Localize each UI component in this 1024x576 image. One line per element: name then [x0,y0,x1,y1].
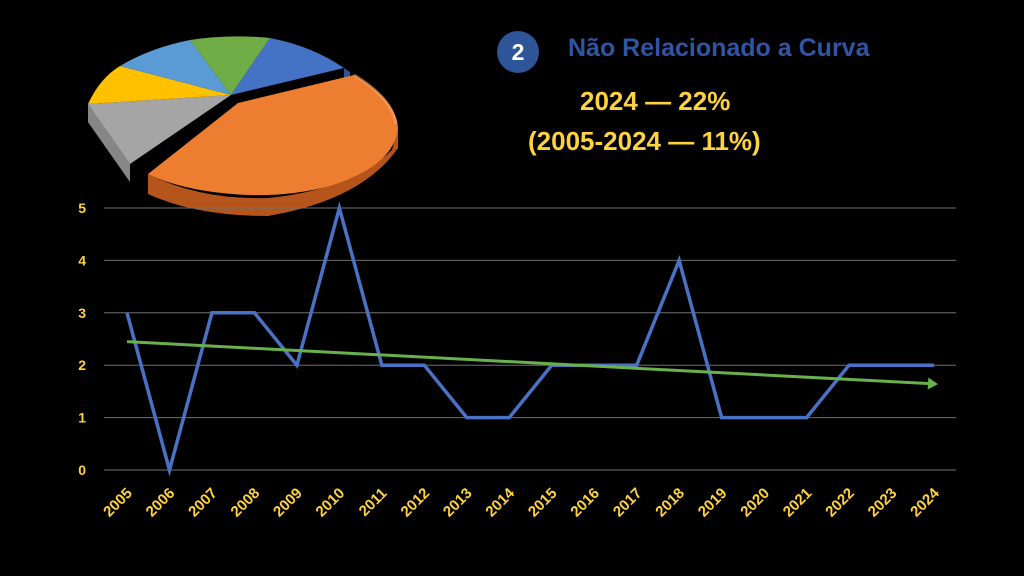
x-tick-label: 2010 [313,485,349,521]
pie-slice-gray [88,95,231,164]
y-tick-label: 0 [78,462,86,478]
y-tick-label: 4 [78,252,86,268]
x-tick-label: 2016 [567,485,603,521]
x-tick-label: 2007 [185,485,221,521]
x-tick-label: 2023 [865,485,901,521]
trend-arrowhead [927,377,938,390]
x-tick-label: 2014 [482,484,518,520]
chart-x-tick-labels: 2005 2006 2007 2008 2009 2010 2011 2012 2013 2014… [100,484,943,520]
series-line [125,201,934,477]
x-tick-label: 2013 [440,485,476,521]
x-tick-label: 2012 [398,485,434,521]
pie-slice-orange [148,75,398,196]
x-tick-label: 2005 [100,485,136,521]
x-tick-label: 2017 [610,485,646,521]
x-tick-label: 2024 [907,484,943,520]
y-tick-label: 1 [78,410,86,426]
x-tick-label: 2009 [270,485,306,521]
number-badge: 2 [497,31,539,73]
page-title: Não Relacionado a Curva [568,34,870,62]
x-tick-label: 2022 [822,485,858,521]
pie-3d-group [88,36,398,216]
chart-y-tick-labels: 0 1 2 3 4 5 [78,200,86,478]
pie-slice-darkblue [231,38,344,95]
chart-trendline [126,340,938,390]
pie-orange-highlight [353,73,398,125]
x-tick-label: 2015 [525,485,561,521]
y-tick-label: 2 [78,357,86,373]
trend-line [126,340,929,386]
pie-slice-green [190,36,270,95]
pie-slice-lightblue [120,40,231,95]
x-tick-label: 2006 [143,485,179,521]
pie-side-orange [148,128,398,216]
stat-range: (2005-2024 — 11%) [528,126,761,156]
x-tick-label: 2019 [695,485,731,521]
x-tick-label: 2011 [356,485,391,520]
pie-slice-yellow [88,66,231,104]
x-tick-label: 2020 [737,485,773,521]
y-tick-label: 3 [78,305,86,321]
pie-gray-edge [88,104,130,182]
x-tick-label: 2021 [780,485,816,521]
stat-current-year: 2024 — 22% [580,86,731,116]
y-tick-label: 5 [78,200,86,216]
chart-gridlines [104,207,956,471]
chart-series [125,201,934,477]
x-tick-label: 2018 [652,485,688,521]
x-tick-label: 2008 [228,485,264,521]
